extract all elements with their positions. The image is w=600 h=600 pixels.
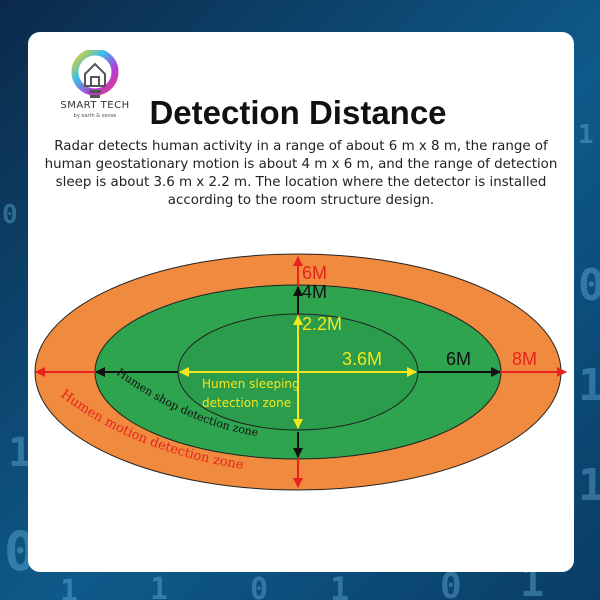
bg-digit: 1 <box>578 360 600 411</box>
bg-digit: 1 <box>330 570 350 600</box>
bg-digit: 0 <box>578 260 600 311</box>
description-text: Radar detects human activity in a range … <box>44 139 558 208</box>
logo-name: SMART TECH <box>60 100 130 111</box>
bg-digit: 1 <box>150 572 169 600</box>
label-4m-vertical: 4M <box>302 282 327 302</box>
label-6m-vertical: 6M <box>302 263 327 283</box>
logo-tagline: by earth & sense <box>73 113 117 119</box>
brand-logo: SMART TECH by earth & sense <box>60 48 130 130</box>
detection-zone-diagram: 6M 4M 2.2M 3.6M 6M 8M Humen sleeping det… <box>34 253 567 491</box>
bg-digit: 1 <box>578 120 594 150</box>
bg-digit: 1 <box>578 460 600 511</box>
label-3-6m-horizontal: 3.6M <box>342 349 382 369</box>
sleep-zone-label-line1: Humen sleeping <box>202 377 300 391</box>
label-8m-horizontal: 8M <box>512 349 537 369</box>
label-2-2m-vertical: 2.2M <box>302 314 342 334</box>
bg-digit: 0 <box>250 572 269 600</box>
bulb-house-icon <box>71 48 119 98</box>
info-card: SMART TECH by earth & sense Detection Di… <box>28 32 574 572</box>
label-6m-horizontal: 6M <box>446 349 471 369</box>
sleep-zone-label-line2: detection zone <box>202 396 291 410</box>
bg-digit: 1 <box>60 574 79 600</box>
page-title: Detection Distance <box>149 94 447 131</box>
bg-digit: 0 <box>2 200 18 230</box>
bg-digit: 0 <box>440 566 462 600</box>
